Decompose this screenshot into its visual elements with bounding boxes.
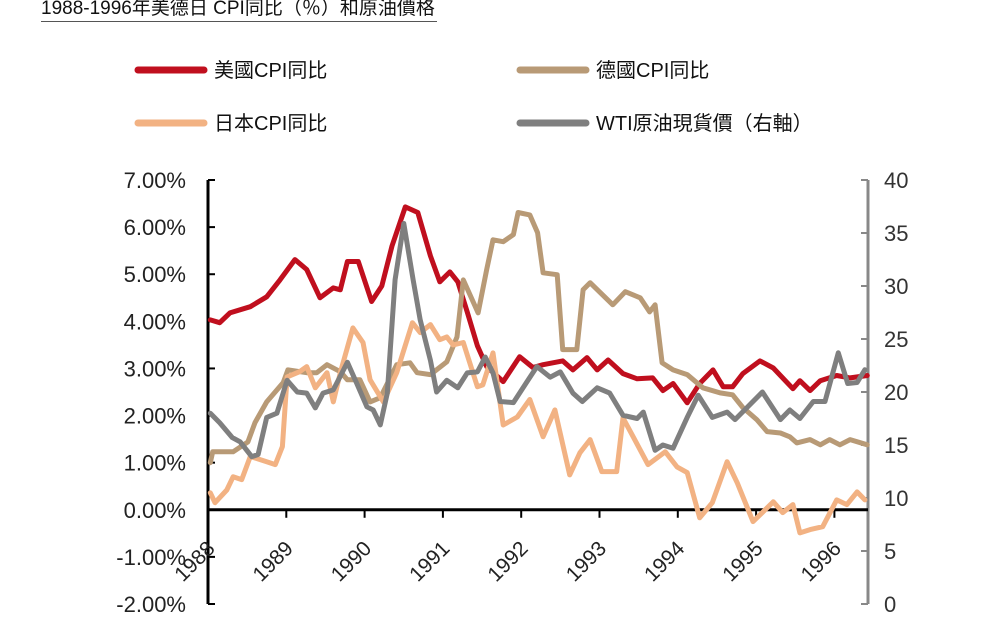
- right-axis-tick-label: 30: [884, 274, 908, 299]
- legend-label: 德國CPI同比: [596, 59, 709, 82]
- right-axis-tick-label: 20: [884, 380, 908, 405]
- left-axis-tick-label: 1.00%: [124, 451, 186, 476]
- left-axis-tick-label: 3.00%: [124, 356, 186, 381]
- left-axis-tick-label: 0.00%: [124, 498, 186, 523]
- x-axis-tick-label: 1996: [797, 537, 846, 586]
- series-line-4: [207, 221, 868, 460]
- legend-label: WTI原油現貨價（右軸）: [596, 112, 813, 135]
- left-axis-tick-label: 6.00%: [124, 215, 186, 240]
- right-axis-tick-label: 40: [884, 168, 908, 193]
- left-axis-tick-label: -2.00%: [116, 592, 186, 617]
- right-axis-tick-label: 35: [884, 221, 908, 246]
- right-axis-tick-label: 5: [884, 539, 896, 564]
- legend-label: 美國CPI同比: [214, 59, 327, 82]
- right-axis-tick-label: 15: [884, 433, 908, 458]
- series-line-2: [207, 210, 870, 466]
- x-axis-tick-label: 1992: [483, 537, 532, 586]
- x-axis-tick-label: 1993: [562, 537, 611, 586]
- left-axis-tick-label: 4.00%: [124, 309, 186, 334]
- x-axis-tick-label: 1991: [405, 537, 454, 586]
- right-axis-tick-label: 0: [884, 592, 896, 617]
- left-axis-tick-label: -1.00%: [116, 545, 186, 570]
- x-axis-tick-label: 1990: [327, 537, 376, 586]
- axes: 7.00% 6.00% 5.00% 4.00% 3.00% 2.00% 1.00% 0.00%…: [116, 168, 908, 617]
- right-axis-tick-label: 10: [884, 486, 908, 511]
- series-lines: [207, 204, 870, 536]
- legend-label: 日本CPI同比: [214, 112, 327, 135]
- left-axis-tick-label: 5.00%: [124, 262, 186, 287]
- x-axis-tick-label: 1995: [718, 537, 767, 586]
- left-axis-tick-label: 7.00%: [124, 168, 186, 193]
- x-axis-tick-label: 1994: [640, 537, 690, 587]
- right-axis-tick-label: 25: [884, 327, 908, 352]
- series-line-1: [207, 204, 870, 406]
- x-axis-tick-label: 1989: [249, 537, 298, 586]
- left-axis-tick-label: 2.00%: [124, 404, 186, 429]
- chart-title: 1988-1996年美德日 CPI同比（％）和原油價格: [41, 0, 437, 22]
